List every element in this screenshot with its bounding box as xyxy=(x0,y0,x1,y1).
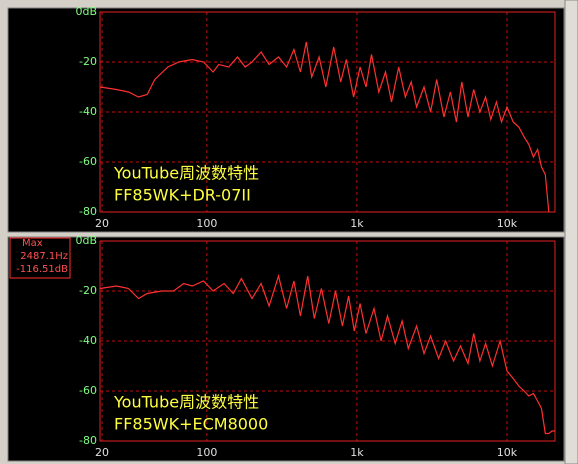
y-tick-label: 0dB xyxy=(75,234,97,247)
plot-frame xyxy=(99,11,556,213)
x-tick-label: 1k xyxy=(350,217,364,230)
x-tick-label: 100 xyxy=(196,446,217,459)
y-tick-label: -20 xyxy=(79,55,97,68)
readout-box xyxy=(9,237,71,279)
annotation: YouTube周波数特性 xyxy=(113,164,259,183)
y-tick-label: -80 xyxy=(79,434,97,447)
spectrum-line xyxy=(99,273,555,435)
readout-text: Max xyxy=(22,238,43,249)
annotation: YouTube周波数特性 xyxy=(113,393,259,412)
spectrum-line xyxy=(99,41,550,213)
x-tick-label: 10k xyxy=(497,446,518,459)
panel xyxy=(7,7,565,233)
x-tick-label: 20 xyxy=(95,217,109,230)
y-tick-label: -40 xyxy=(79,105,97,118)
panel xyxy=(7,236,565,462)
readout-text: -116.51dB xyxy=(16,264,68,275)
scrollbar[interactable] xyxy=(564,0,578,464)
x-tick-label: 10k xyxy=(497,217,518,230)
annotation: FF85WK+DR-07II xyxy=(114,186,251,205)
x-tick-label: 1k xyxy=(350,446,364,459)
y-tick-label: -60 xyxy=(79,384,97,397)
x-tick-label: 20 xyxy=(95,446,109,459)
annotation: FF85WK+ECM8000 xyxy=(114,415,268,434)
y-tick-label: -80 xyxy=(79,205,97,218)
y-tick-label: -60 xyxy=(79,155,97,168)
readout-text: 2487.1Hz xyxy=(20,251,68,262)
x-tick-label: 100 xyxy=(196,217,217,230)
plot-frame xyxy=(99,240,556,442)
y-tick-label: -40 xyxy=(79,334,97,347)
y-tick-label: -20 xyxy=(79,284,97,297)
y-tick-label: 0dB xyxy=(75,5,97,18)
